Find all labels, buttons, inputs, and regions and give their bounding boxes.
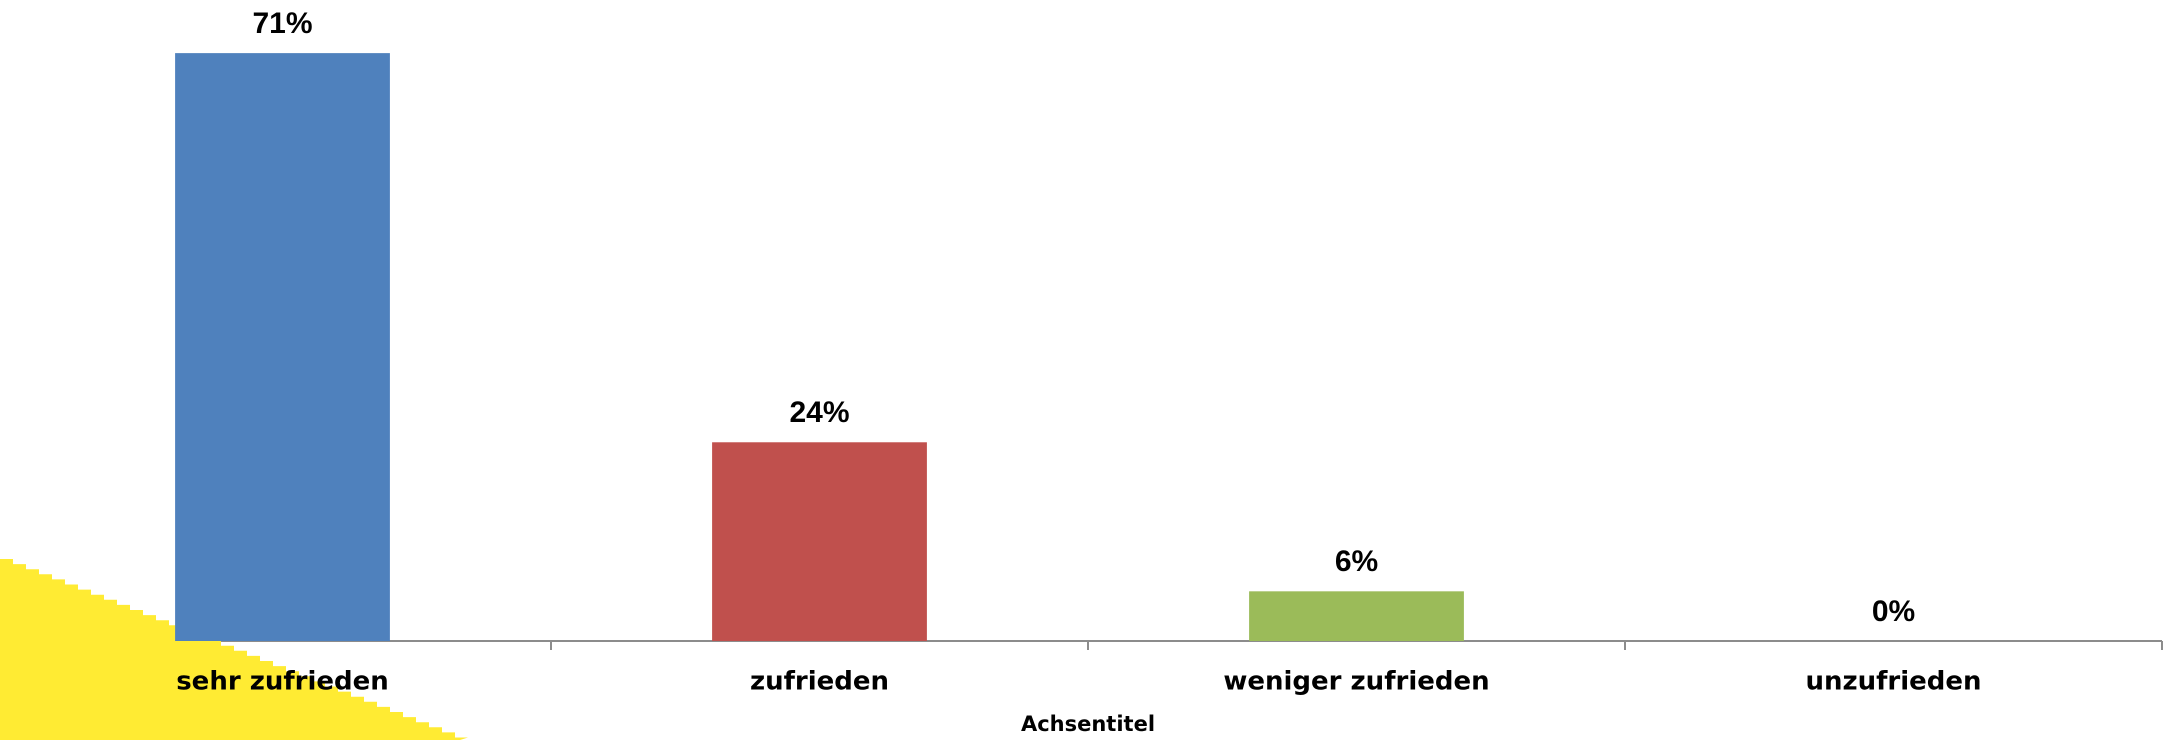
- x-tick-label: sehr zufrieden: [176, 667, 389, 697]
- x-tick-label: unzufrieden: [1805, 667, 1981, 697]
- value-label: 71%: [252, 7, 312, 40]
- bar: [1249, 591, 1464, 641]
- x-tick-label: zufrieden: [750, 667, 889, 697]
- value-label: 24%: [789, 396, 849, 429]
- value-label: 0%: [1872, 595, 1915, 628]
- x-axis-title: Achsentitel: [1021, 712, 1155, 736]
- bar: [712, 442, 927, 641]
- x-tick-label: weniger zufrieden: [1223, 667, 1489, 697]
- bar: [175, 53, 390, 642]
- value-label: 6%: [1335, 545, 1378, 578]
- yellow-decoration: [0, 559, 468, 740]
